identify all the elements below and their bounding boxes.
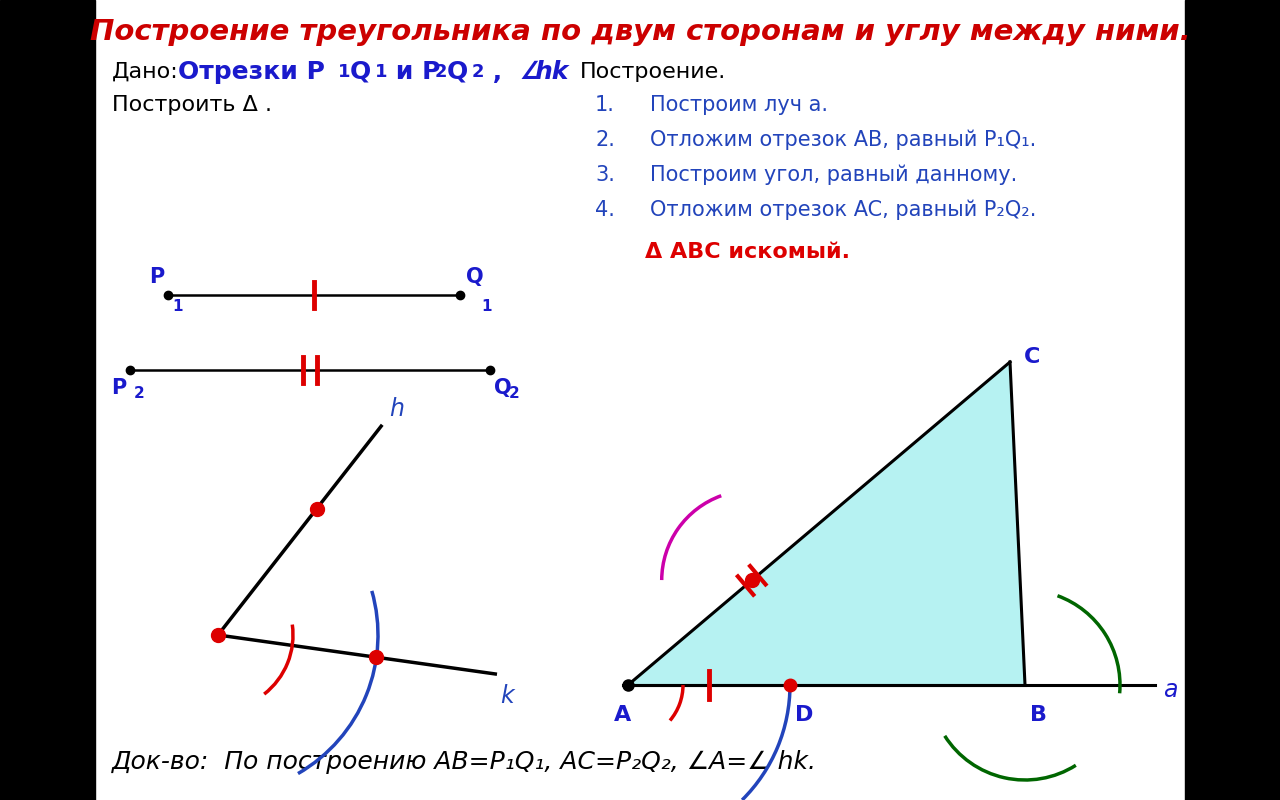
Text: a: a <box>1164 678 1178 702</box>
Text: Q: Q <box>349 60 371 84</box>
Text: ,  ∠: , ∠ <box>484 60 541 84</box>
Text: A: A <box>614 705 631 725</box>
Text: Q: Q <box>494 378 512 398</box>
Text: D: D <box>795 705 813 725</box>
Text: P: P <box>111 378 125 398</box>
Text: 1: 1 <box>338 63 351 81</box>
Text: 2.: 2. <box>595 130 614 150</box>
Text: hk: hk <box>534 60 568 84</box>
Text: P: P <box>148 267 164 287</box>
Text: и P: и P <box>387 60 440 84</box>
Text: Отложим отрезок AB, равный P₁Q₁.: Отложим отрезок AB, равный P₁Q₁. <box>650 130 1037 150</box>
Text: 3.: 3. <box>595 165 614 185</box>
Text: Отрезки P: Отрезки P <box>178 60 325 84</box>
Bar <box>0 0 95 800</box>
Text: B: B <box>1030 705 1047 725</box>
Text: Док-во:  По построению AB=P₁Q₁, AC=P₂Q₂, ∠A=∠ hk.: Док-во: По построению AB=P₁Q₁, AC=P₂Q₂, … <box>113 750 817 774</box>
Text: 1: 1 <box>375 63 388 81</box>
Text: 1: 1 <box>481 299 492 314</box>
Polygon shape <box>628 362 1025 685</box>
Text: Построение треугольника по двум сторонам и углу между ними.: Построение треугольника по двум сторонам… <box>90 18 1190 46</box>
Text: 2: 2 <box>509 386 520 401</box>
Bar <box>1185 0 1280 800</box>
Text: Дано:: Дано: <box>113 62 179 82</box>
Text: Q: Q <box>466 267 484 287</box>
Text: 2: 2 <box>134 386 145 401</box>
Text: 4.: 4. <box>595 200 614 220</box>
Text: k: k <box>500 684 513 708</box>
Text: 2: 2 <box>472 63 485 81</box>
Text: Построить Δ .: Построить Δ . <box>113 95 273 115</box>
Text: 1.: 1. <box>595 95 614 115</box>
Text: Построим угол, равный данному.: Построим угол, равный данному. <box>650 165 1018 186</box>
Text: 2: 2 <box>435 63 448 81</box>
Text: Q: Q <box>447 60 468 84</box>
Text: Построение.: Построение. <box>580 62 726 82</box>
Text: Построим луч a.: Построим луч a. <box>650 95 828 115</box>
Text: Δ ABC искомый.: Δ ABC искомый. <box>645 242 850 262</box>
Text: Отложим отрезок AC, равный P₂Q₂.: Отложим отрезок AC, равный P₂Q₂. <box>650 200 1037 220</box>
Text: h: h <box>389 397 404 421</box>
Text: 1: 1 <box>172 299 183 314</box>
Text: C: C <box>1024 347 1041 367</box>
